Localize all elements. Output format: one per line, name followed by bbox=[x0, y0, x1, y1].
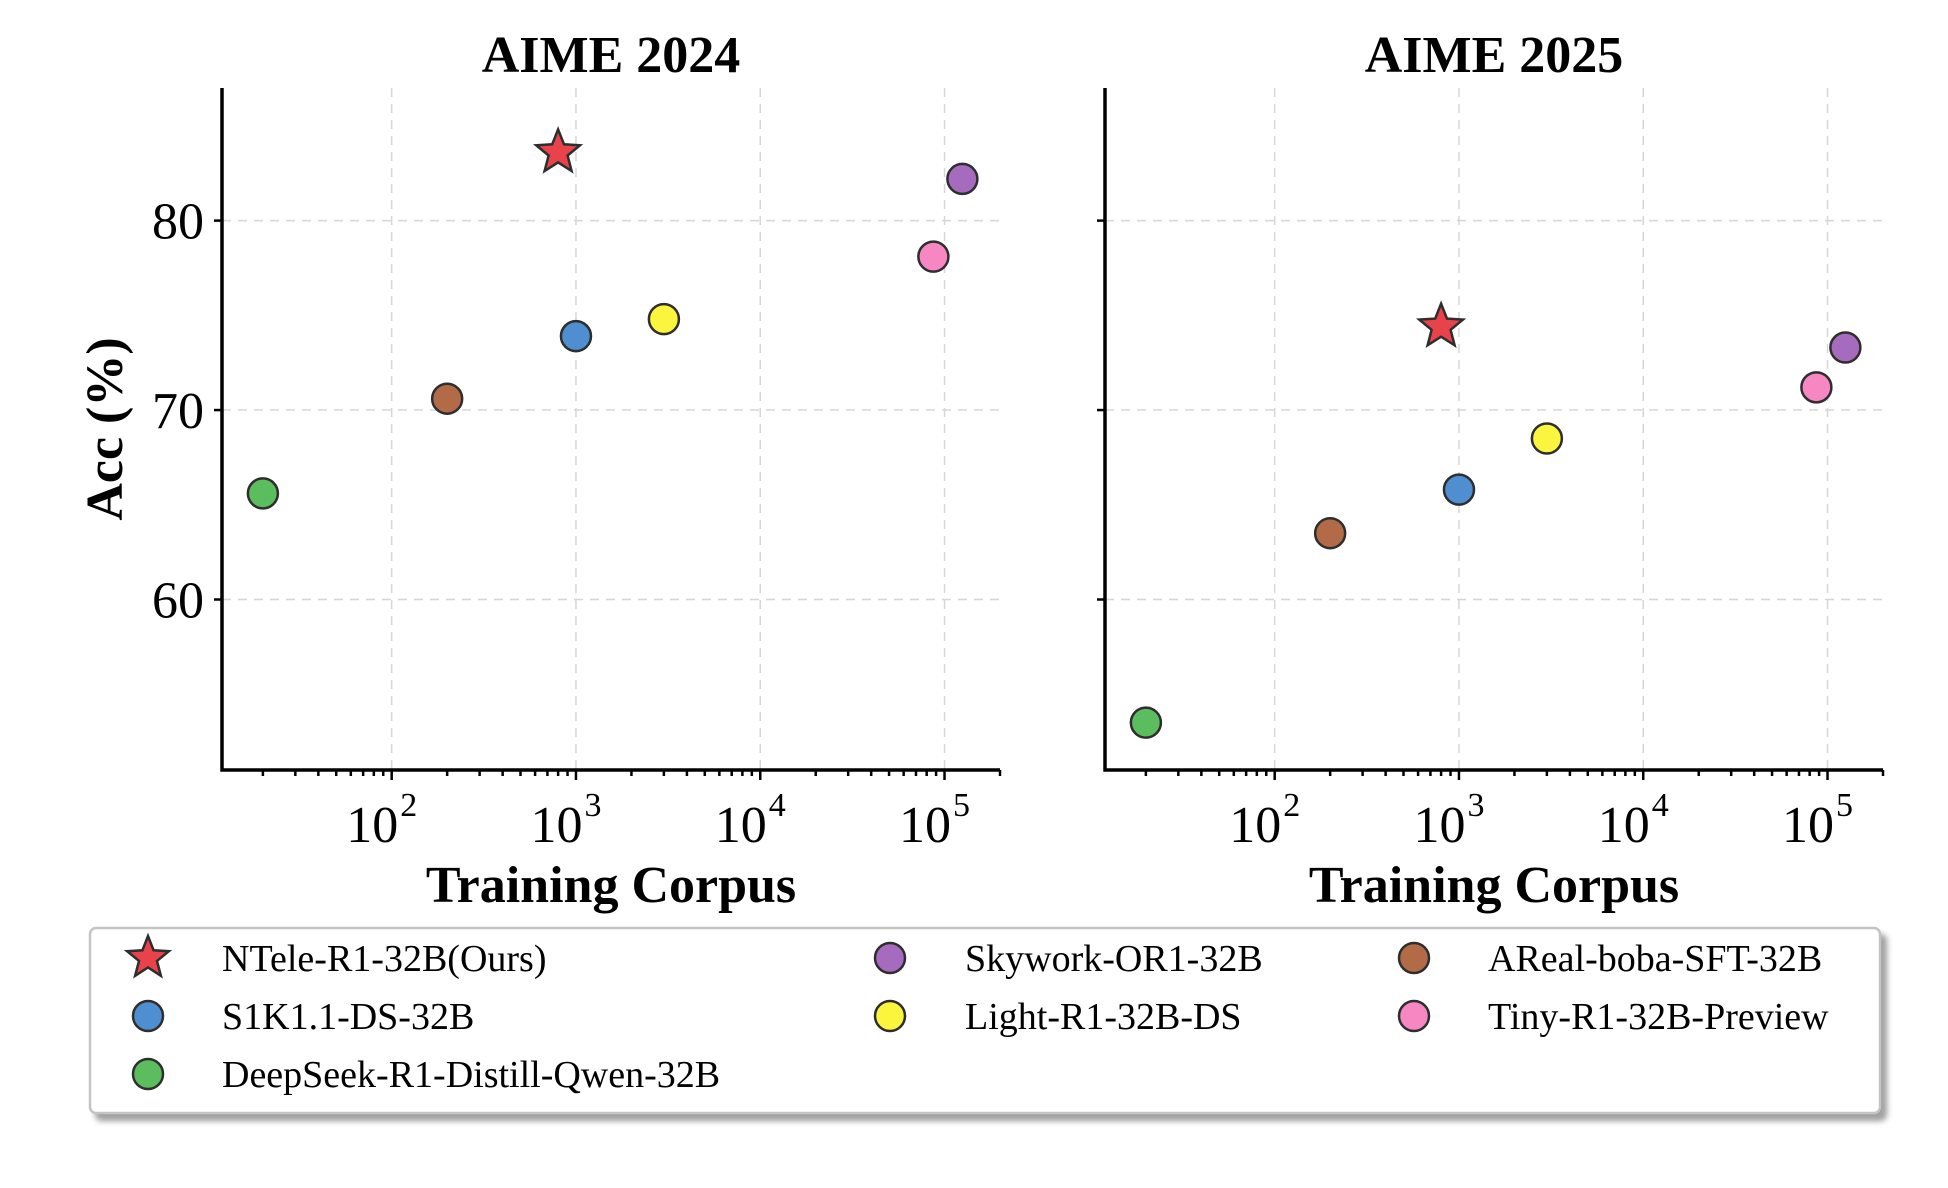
axis-ticks: 102 103 104 105 60 70 80 bbox=[152, 194, 1002, 854]
x-tick-label: 104 bbox=[715, 787, 786, 854]
point-areal-boba-sft-32b bbox=[1313, 516, 1347, 550]
point-ntele-r1-32b-ours bbox=[1415, 300, 1467, 349]
x-tick-label: 102 bbox=[346, 787, 417, 854]
legend-label: AReal-boba-SFT-32B bbox=[1488, 938, 1822, 980]
point-s1k1-1-ds-32b bbox=[559, 319, 593, 353]
y-tick-label: 70 bbox=[152, 383, 204, 440]
x-tick-exponent: 2 bbox=[1283, 787, 1300, 824]
legend-marker bbox=[1397, 941, 1431, 975]
x-tick-exponent: 5 bbox=[953, 787, 970, 824]
point-areal-boba-sft-32b bbox=[430, 382, 464, 415]
x-tick-exponent: 5 bbox=[1836, 787, 1853, 824]
y-axis-label: Acc (%) bbox=[77, 337, 134, 520]
x-tick-label: 102 bbox=[1229, 787, 1300, 854]
y-tick-label: 60 bbox=[152, 573, 204, 630]
legend-item-tiny-r1-32b-preview: Tiny-R1-32B-Preview bbox=[1397, 996, 1829, 1038]
x-tick-label: 104 bbox=[1598, 787, 1669, 854]
axis-ticks: 102 103 104 105 bbox=[1097, 219, 1885, 854]
legend-label: DeepSeek-R1-Distill-Qwen-32B bbox=[222, 1054, 720, 1096]
x-tick-label: 105 bbox=[1782, 787, 1853, 854]
point-skywork-or1-32b bbox=[1829, 331, 1862, 364]
axes-spines bbox=[1103, 88, 1883, 772]
grid bbox=[1105, 88, 1883, 770]
data-points bbox=[1129, 300, 1862, 739]
legend-marker bbox=[873, 941, 907, 975]
legend-label: S1K1.1-DS-32B bbox=[222, 996, 474, 1038]
chart-title: AIME 2025 bbox=[1365, 27, 1624, 84]
x-tick-exponent: 4 bbox=[769, 787, 786, 824]
x-tick-exponent: 3 bbox=[584, 787, 601, 824]
chart-panel-aime-2025: 102 103 104 105 AIME 2025 Training Corpus bbox=[1097, 27, 1885, 914]
legend-item-ntele-r1-32b-ours: NTele-R1-32B(Ours) bbox=[123, 932, 546, 980]
point-tiny-r1-32b-preview bbox=[1800, 371, 1833, 404]
point-s1k1-1-ds-32b bbox=[1442, 473, 1476, 506]
point-deepseek-r1-distill-qwen-32b bbox=[1129, 706, 1163, 739]
point-ntele-r1-32b-ours bbox=[532, 126, 584, 174]
legend-label: NTele-R1-32B(Ours) bbox=[222, 938, 546, 980]
legend-item-areal-boba-sft-32b: AReal-boba-SFT-32B bbox=[1397, 938, 1822, 980]
x-axis-label: Training Corpus bbox=[426, 857, 796, 914]
legend-marker bbox=[131, 1057, 165, 1091]
chart-panel-aime-2024: 102 103 104 105 60 70 80 AIME 2024 Training Co… bbox=[77, 27, 1002, 914]
chart-title: AIME 2024 bbox=[482, 27, 741, 84]
legend-label: Light-R1-32B-DS bbox=[965, 996, 1242, 1038]
legend-marker bbox=[131, 999, 165, 1033]
legend-marker bbox=[1397, 999, 1431, 1033]
x-tick-label: 105 bbox=[899, 787, 970, 854]
point-skywork-or1-32b bbox=[946, 162, 979, 196]
point-light-r1-32b-ds bbox=[1530, 422, 1564, 455]
x-tick-exponent: 2 bbox=[400, 787, 417, 824]
legend-label: Tiny-R1-32B-Preview bbox=[1488, 996, 1829, 1038]
x-tick-exponent: 3 bbox=[1467, 787, 1484, 824]
legend-label: Skywork-OR1-32B bbox=[965, 938, 1263, 980]
legend-marker bbox=[873, 999, 907, 1033]
legend-item-skywork-or1-32b: Skywork-OR1-32B bbox=[873, 938, 1263, 980]
grid bbox=[222, 88, 1000, 770]
legend-item-s1k1-1-ds-32b: S1K1.1-DS-32B bbox=[131, 996, 474, 1038]
point-deepseek-r1-distill-qwen-32b bbox=[246, 477, 280, 510]
x-tick-label: 103 bbox=[530, 787, 601, 854]
x-tick-exponent: 4 bbox=[1652, 787, 1669, 824]
x-axis-label: Training Corpus bbox=[1309, 857, 1679, 914]
legend-box bbox=[88, 926, 1882, 1115]
axes-spines bbox=[220, 88, 1000, 772]
data-points bbox=[246, 126, 979, 510]
x-tick-label: 103 bbox=[1413, 787, 1484, 854]
point-tiny-r1-32b-preview bbox=[917, 240, 950, 273]
legend: NTele-R1-32B(Ours) S1K1.1-DS-32B DeepSeek-… bbox=[88, 926, 1882, 1115]
point-light-r1-32b-ds bbox=[647, 302, 681, 336]
legend-item-deepseek-r1-distill-qwen-32b: DeepSeek-R1-Distill-Qwen-32B bbox=[131, 1054, 720, 1096]
legend-item-light-r1-32b-ds: Light-R1-32B-DS bbox=[873, 996, 1242, 1038]
legend-marker bbox=[123, 932, 173, 979]
y-tick-label: 80 bbox=[152, 194, 204, 251]
